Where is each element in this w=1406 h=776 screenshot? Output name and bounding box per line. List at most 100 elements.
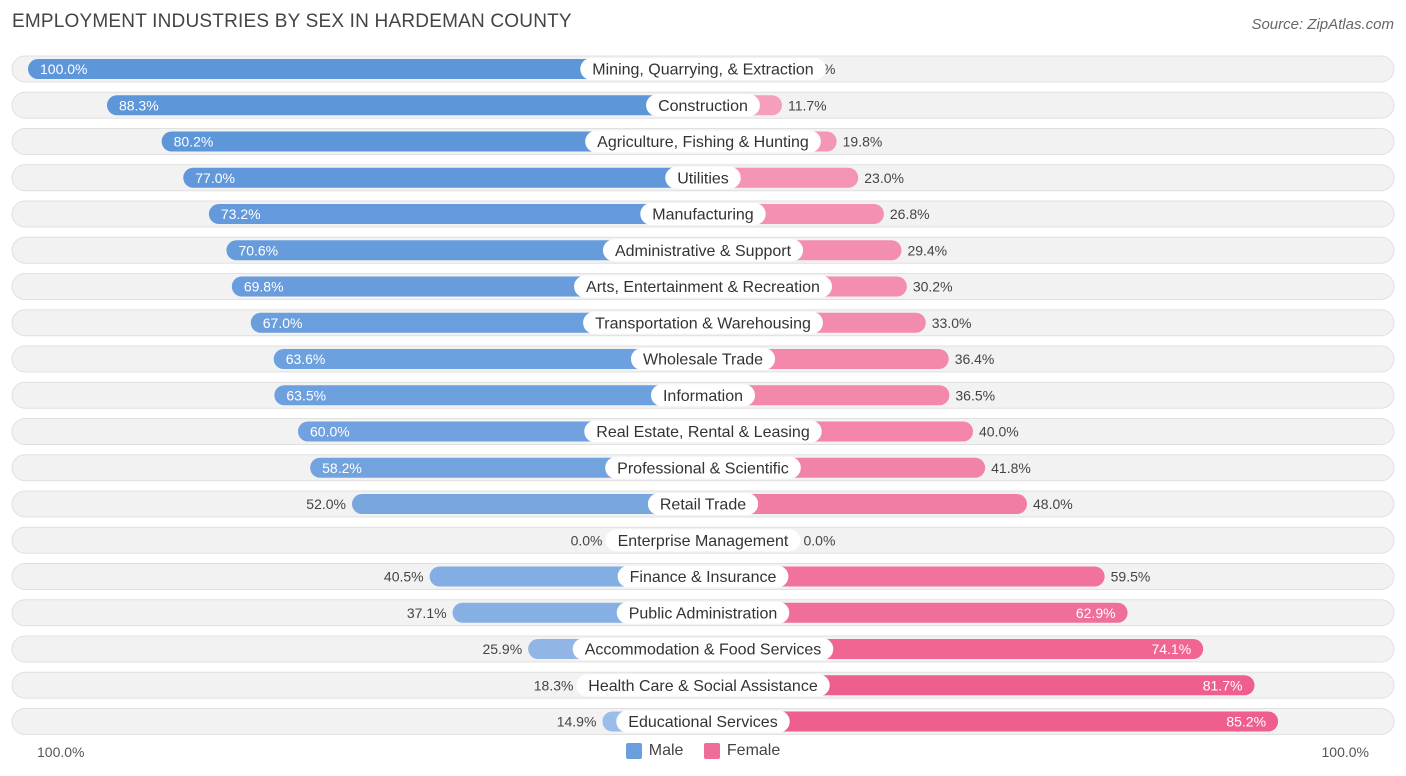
category-label-pill (605, 456, 801, 479)
category-label-pill (647, 493, 759, 515)
category-label: Enterprise Management (618, 533, 789, 550)
male-bar (28, 59, 713, 79)
female-bar (693, 566, 1105, 587)
female-value-label: 81.7% (1203, 677, 1243, 693)
male-value-label: 40.5% (384, 569, 424, 585)
category-label-pill (572, 638, 834, 660)
legend: Male Female (0, 742, 1406, 764)
legend-item-female: Female (703, 742, 781, 760)
female-value-label: 23.0% (864, 170, 904, 186)
female-value-label: 41.8% (991, 460, 1031, 476)
category-label-pill (574, 275, 832, 298)
category-label: Administrative & Support (615, 243, 792, 260)
female-bar (693, 385, 950, 406)
category-label: Information (663, 388, 743, 405)
category-label-pill (616, 601, 790, 624)
male-bar (161, 131, 713, 152)
male-bar (273, 349, 713, 369)
category-label-pill (646, 94, 760, 117)
female-value-label: 36.4% (955, 351, 995, 367)
category-label: Professional & Scientific (617, 460, 789, 477)
category-label: Construction (658, 98, 748, 115)
axis-left-label: 100.0% (37, 744, 85, 760)
legend-item-male: Male (625, 742, 684, 760)
axis-right-label: 100.0% (1321, 744, 1369, 760)
male-value-label: 63.6% (286, 351, 326, 367)
legend-label-female: Female (726, 742, 781, 759)
category-label-pill (602, 239, 804, 262)
male-value-label: 60.0% (310, 424, 350, 440)
female-value-label: 36.5% (955, 387, 995, 403)
female-value-label: 85.2% (1226, 714, 1266, 730)
female-value-label: 30.2% (913, 279, 953, 295)
category-label: Real Estate, Rental & Leasing (596, 424, 809, 441)
female-value-label: 59.5% (1111, 569, 1151, 585)
male-value-label: 80.2% (174, 134, 214, 150)
male-value-label: 58.2% (322, 460, 362, 476)
category-label: Transportation & Warehousing (595, 315, 811, 332)
female-value-label: 40.0% (979, 424, 1019, 440)
category-label-pill (605, 529, 801, 552)
male-bar (106, 95, 714, 116)
legend-swatch-male (625, 743, 642, 759)
category-label-pill (584, 420, 822, 443)
chart-title: EMPLOYMENT INDUSTRIES BY SEX IN HARDEMAN… (12, 11, 572, 32)
category-label: Manufacturing (652, 207, 753, 224)
female-value-label: 11.7% (788, 97, 827, 113)
female-value-label: 0.0% (804, 532, 836, 548)
female-value-label: 48.0% (1033, 496, 1073, 512)
male-bar (226, 240, 713, 261)
female-value-label: 26.8% (890, 206, 930, 222)
female-value-label: 62.9% (1076, 605, 1116, 621)
category-label-pill (640, 203, 766, 225)
female-bar (693, 675, 1255, 696)
male-value-label: 25.9% (482, 641, 522, 657)
category-label-pill (617, 565, 789, 588)
source-label: Source: ZipAtlas.com (1251, 16, 1394, 33)
female-value-label: 19.8% (843, 134, 883, 150)
category-label: Accommodation & Food Services (585, 642, 822, 659)
male-bar (208, 204, 713, 224)
category-label: Retail Trade (660, 497, 746, 514)
male-value-label: 100.0% (40, 61, 87, 77)
male-value-label: 73.2% (221, 206, 261, 222)
female-value-label: 74.1% (1151, 641, 1191, 657)
male-value-label: 18.3% (534, 677, 574, 693)
category-label-pill (616, 710, 790, 733)
category-label-pill (665, 166, 741, 189)
category-label: Arts, Entertainment & Recreation (586, 279, 820, 296)
male-value-label: 37.1% (407, 605, 447, 621)
male-value-label: 67.0% (263, 315, 303, 331)
category-label: Health Care & Social Assistance (588, 678, 818, 695)
category-label-pill (580, 58, 826, 80)
male-value-label: 0.0% (571, 532, 603, 548)
male-value-label: 14.9% (557, 714, 597, 730)
category-label: Agriculture, Fishing & Hunting (597, 134, 809, 151)
female-value-label: 29.4% (907, 242, 947, 258)
category-label: Wholesale Trade (643, 352, 763, 369)
female-value-label: 33.0% (932, 315, 972, 331)
male-value-label: 63.5% (286, 387, 326, 403)
category-label: Mining, Quarrying, & Extraction (592, 62, 813, 79)
female-bar (693, 602, 1128, 623)
category-label-pill (650, 384, 756, 407)
male-bar (352, 494, 713, 514)
legend-label-male: Male (648, 742, 684, 759)
category-label: Finance & Insurance (630, 569, 777, 586)
male-bar (274, 385, 713, 406)
male-value-label: 70.6% (238, 242, 278, 258)
category-label-pill (630, 348, 776, 370)
diverging-bar-chart: 100.0% 0.0% Mining, Quarrying, & Extractio… (11, 55, 1395, 735)
male-value-label: 69.8% (244, 279, 284, 295)
male-value-label: 52.0% (306, 496, 346, 512)
category-label: Utilities (677, 170, 729, 187)
legend-swatch-female (703, 743, 720, 759)
male-value-label: 88.3% (119, 97, 159, 113)
female-bar (693, 494, 1027, 514)
male-value-label: 77.0% (195, 170, 235, 186)
female-bar (693, 711, 1279, 732)
category-label: Public Administration (629, 605, 778, 622)
male-bar (183, 167, 713, 188)
category-label-pill (583, 311, 823, 334)
category-label-pill (585, 130, 821, 153)
